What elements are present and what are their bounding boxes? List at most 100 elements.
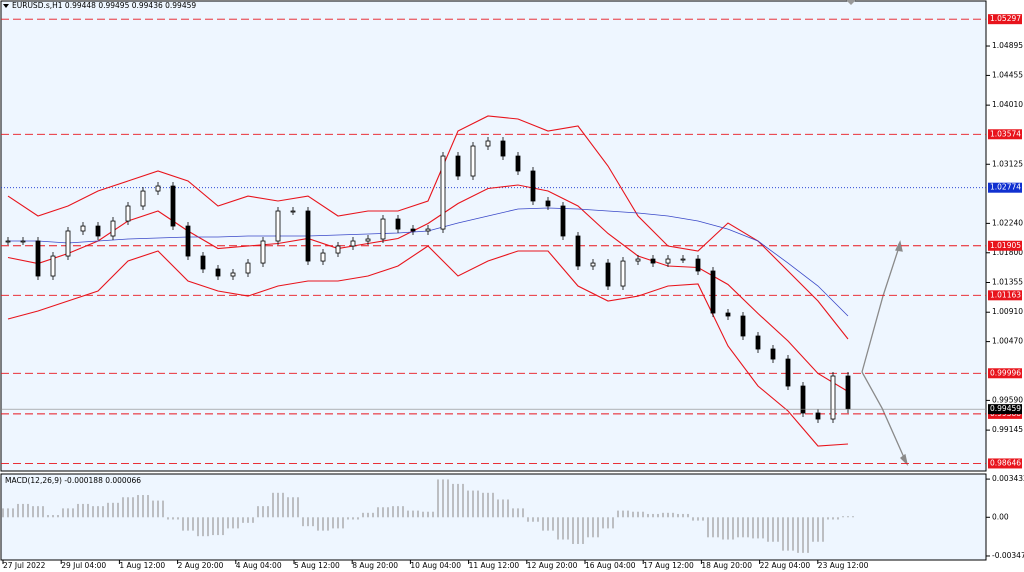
shift-marker [846, 0, 856, 5]
candle [695, 258, 701, 272]
x-tick-label: 27 Jul 2022 [3, 561, 46, 570]
candle [305, 210, 311, 262]
macd-bar [457, 483, 459, 518]
y-tick-label: 1.04010 [992, 100, 1023, 109]
level-label-box [988, 14, 1022, 25]
macd-bar [352, 517, 354, 520]
level-label: 1.02774 [990, 183, 1021, 192]
macd-bar [262, 506, 264, 518]
macd-bar [682, 513, 684, 518]
macd-bar [227, 517, 229, 529]
macd-bar [337, 517, 339, 529]
level-label-box [988, 240, 1022, 251]
candle [245, 262, 251, 274]
candle [230, 272, 236, 277]
macd-bar [777, 517, 779, 542]
macd-bar [247, 517, 249, 523]
macd-bar [807, 517, 809, 553]
macd-bar [292, 497, 294, 518]
x-tick-label: 1 Aug 12:00 [119, 561, 165, 570]
macd-bar [567, 517, 569, 540]
macd-bar [397, 506, 399, 518]
macd-bar [317, 517, 319, 531]
macd-bar [172, 517, 174, 520]
macd-bar [512, 508, 514, 518]
macd-bar [822, 517, 824, 542]
macd-bar [677, 513, 679, 518]
macd-bar [827, 517, 829, 520]
macd-bar [477, 490, 479, 518]
candle [500, 140, 506, 157]
candle [770, 348, 776, 360]
macd-bar [767, 517, 769, 542]
macd-bar [607, 517, 609, 529]
y-tick-label: 0.99145 [992, 425, 1023, 434]
macd-bar [197, 517, 199, 537]
macd-bar [647, 513, 649, 518]
macd-bar [487, 492, 489, 518]
macd-bar [637, 511, 639, 518]
macd-bar [657, 513, 659, 518]
bollinger-band [7, 245, 849, 447]
candle [530, 170, 536, 202]
candle [95, 225, 101, 237]
macd-bar [787, 517, 789, 551]
macd-bar [377, 507, 379, 518]
candle [50, 255, 56, 277]
macd-bar [277, 492, 279, 518]
macd-bar [57, 515, 59, 518]
macd-bar [597, 517, 599, 538]
y-tick-label: 1.04895 [992, 41, 1023, 50]
level-label-box [988, 290, 1022, 301]
macd-bar [507, 499, 509, 518]
macd-bar [852, 516, 854, 518]
macd-bar [447, 479, 449, 518]
macd-bar [82, 503, 84, 518]
macd-bar [417, 510, 419, 518]
candle [290, 210, 296, 213]
macd-bar [282, 492, 284, 518]
level-label: 0.98646 [990, 458, 1021, 467]
macd-bar [652, 513, 654, 518]
macd-bar [97, 506, 99, 518]
candle [485, 140, 491, 147]
macd-bar [112, 502, 114, 518]
candle [350, 240, 356, 247]
macd-bar [757, 517, 759, 539]
macd-bar [72, 508, 74, 518]
macd-bar [642, 511, 644, 518]
level-label: 1.05297 [990, 14, 1021, 23]
candle [755, 335, 761, 350]
x-tick-label: 8 Aug 20:00 [352, 561, 398, 570]
macd-bar [782, 517, 784, 551]
candle [830, 375, 836, 420]
macd-bar [192, 517, 194, 531]
candle [845, 375, 851, 410]
macd-bar [267, 506, 269, 518]
menu-arrow[interactable] [3, 4, 9, 8]
macd-bar [422, 511, 424, 518]
x-tick-label: 4 Aug 04:00 [236, 561, 282, 570]
x-tick-label: 22 Aug 04:00 [760, 561, 811, 570]
y-tick-label: 1.00470 [992, 337, 1023, 346]
macd-bar [22, 503, 24, 518]
macd-bar [132, 497, 134, 518]
candle [170, 185, 176, 227]
macd-bar [257, 506, 259, 518]
candle [710, 270, 716, 314]
macd-bar [467, 490, 469, 518]
current-price-box [988, 404, 1022, 415]
candle [365, 238, 371, 242]
candle [155, 185, 161, 192]
price-panel [0, 0, 987, 472]
macd-bar [52, 515, 54, 518]
macd-bar [672, 512, 674, 518]
macd-bar [622, 510, 624, 518]
macd-bar [502, 499, 504, 518]
macd-bar [472, 490, 474, 518]
macd-bar [322, 517, 324, 531]
macd-bar [667, 512, 669, 518]
macd-bar [587, 517, 589, 538]
